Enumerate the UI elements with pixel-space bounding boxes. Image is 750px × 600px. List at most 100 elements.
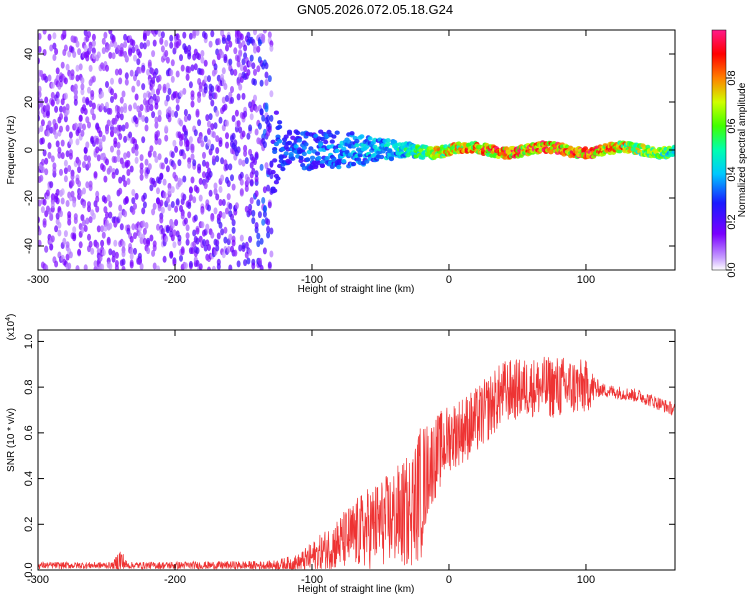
spectrogram-cell <box>42 110 47 118</box>
spectrogram-cell <box>80 129 85 137</box>
spectrogram-cell <box>134 117 139 125</box>
spectrogram-cell <box>78 114 83 122</box>
spectrogram-cell <box>269 227 274 235</box>
spectrogram-cell <box>100 103 105 111</box>
spectrogram-cell <box>226 246 231 253</box>
spectrogram-cell <box>175 104 180 112</box>
spectrogram-cell <box>198 194 203 202</box>
spectrogram-cell <box>52 32 57 40</box>
spectrogram-cell <box>188 194 193 201</box>
spectrogram-cell <box>141 136 146 144</box>
spectrogram-cell <box>277 139 283 144</box>
spectrogram-cell <box>147 150 152 158</box>
spectrogram-cell <box>220 51 225 59</box>
spectrogram-cell <box>157 115 162 123</box>
spectrogram-cell <box>170 201 175 208</box>
spectrogram-cell <box>210 99 215 107</box>
spectrogram-cell <box>63 175 68 183</box>
spectrogram-cell <box>83 225 88 232</box>
spectrogram-cell <box>78 63 83 71</box>
spectrogram-cell <box>197 166 202 174</box>
spectrogram-cell <box>65 241 70 249</box>
spectrogram-cell <box>293 144 299 149</box>
spectrogram-cell <box>269 160 274 168</box>
spectrogram-cell <box>142 192 147 200</box>
spectrogram-cell <box>269 114 274 122</box>
spectrogram-cell <box>45 129 50 137</box>
spectrogram-cell <box>385 138 391 143</box>
spectrogram-cell <box>152 39 157 47</box>
spectrogram-cell <box>152 240 157 248</box>
spectrogram-cell <box>118 124 123 132</box>
spectrogram-cell <box>193 214 198 222</box>
spectrogram-cell <box>251 209 256 217</box>
spectrogram-cell <box>82 123 86 131</box>
spectrogram-cell <box>139 173 144 181</box>
chart-title: GN05.2026.072.05.18.G24 <box>296 2 454 17</box>
spectrogram-cell <box>113 41 118 49</box>
spectrogram-cell <box>336 164 342 170</box>
spectrogram-y-tick-label: 0 <box>23 147 35 153</box>
snr-frame <box>37 329 676 571</box>
spectrogram-cell <box>257 122 262 130</box>
snr-multiplier-exp: 4 <box>5 317 12 321</box>
spectrogram-cell <box>262 141 267 149</box>
spectrogram-cell <box>93 171 98 179</box>
spectrogram-cell <box>38 199 42 207</box>
spectrogram-cell <box>93 260 98 268</box>
spectrogram-cell <box>239 178 244 186</box>
spectrogram-cell <box>277 120 283 125</box>
spectrogram-y-axis: -40 -20 0 20 40 <box>23 48 675 254</box>
spectrogram-cell <box>78 241 83 249</box>
spectrogram-cell <box>273 180 279 185</box>
spectrogram-cell <box>180 212 185 220</box>
spectrogram-cell <box>251 167 256 175</box>
spectrogram-cell <box>142 32 147 40</box>
spectrogram-cell <box>42 49 47 56</box>
spectrogram-cell <box>121 240 126 248</box>
spectrogram-cell <box>203 135 208 143</box>
spectrogram-cell <box>200 140 205 148</box>
spectrogram-cell <box>152 202 157 210</box>
spectrogram-cell <box>124 196 129 203</box>
spectrogram-cell <box>187 211 192 219</box>
spectrogram-cell <box>266 218 271 226</box>
spectrogram-cell <box>267 75 272 83</box>
spectrogram-cell <box>244 241 249 249</box>
spectrogram-cell <box>182 87 187 95</box>
spectrogram-cell <box>261 218 266 226</box>
spectrogram-cell <box>188 186 193 194</box>
spectrogram-cell <box>248 248 253 256</box>
snr-x-tick-label: 100 <box>577 574 595 586</box>
spectrogram-cell <box>50 235 55 243</box>
spectrogram-cell <box>215 193 220 201</box>
spectrogram-cell <box>174 91 179 98</box>
spectrogram-cell <box>228 58 233 66</box>
spectrogram-cell <box>52 54 57 61</box>
spectrogram-cell <box>75 64 80 72</box>
spectrogram-cell <box>101 134 106 142</box>
spectrogram-cell <box>50 91 55 99</box>
spectrogram-cell <box>298 158 304 164</box>
spectrogram-cell <box>303 142 309 147</box>
colorbar-tick-label: 0.6 <box>726 118 738 133</box>
spectrogram-cell <box>170 110 175 118</box>
spectrogram-cell <box>266 231 271 239</box>
spectrogram-cell <box>428 146 434 151</box>
spectrogram-cell <box>225 163 229 171</box>
spectrogram-cell <box>174 174 179 182</box>
spectrogram-cell <box>147 61 152 69</box>
spectrogram-cell <box>50 201 55 209</box>
spectrogram-cell <box>185 144 190 152</box>
spectrogram-cell <box>179 139 183 147</box>
spectrogram-cell <box>354 143 360 148</box>
spectrogram-cell <box>91 47 96 55</box>
spectrogram-cell <box>142 92 147 100</box>
spectrogram-cell <box>91 113 96 121</box>
spectrogram-cell <box>45 189 50 197</box>
spectrogram-cell <box>78 122 83 130</box>
spectrogram-cell <box>244 157 249 165</box>
spectrogram-cell <box>75 138 80 146</box>
spectrogram-cell <box>39 125 44 133</box>
spectrogram-cell <box>139 162 144 170</box>
